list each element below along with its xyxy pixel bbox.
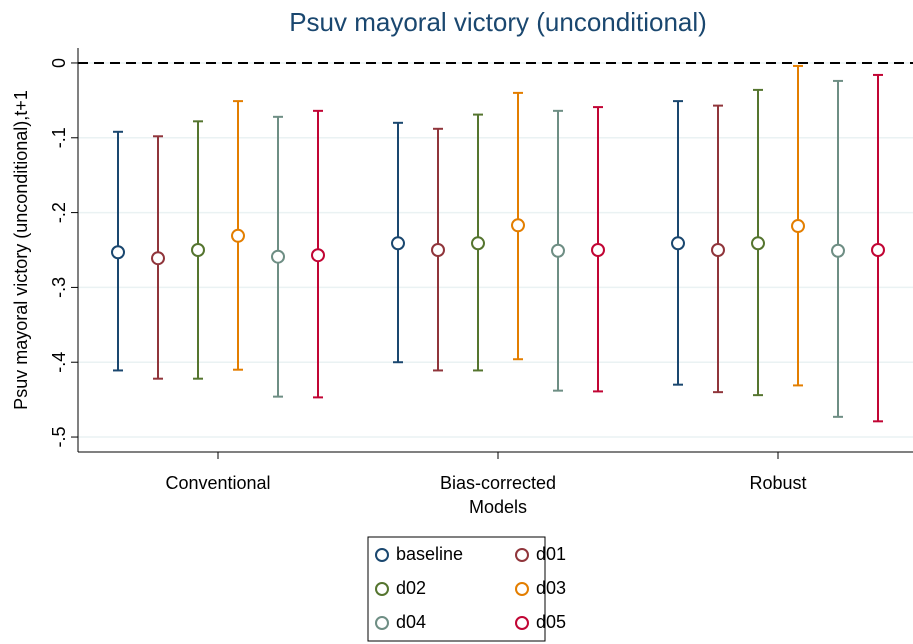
point-estimate	[671, 236, 685, 251]
legend-marker	[515, 616, 529, 630]
y-tick-label: -.4	[49, 352, 69, 373]
point-estimate	[111, 245, 125, 260]
x-tick-label: Conventional	[165, 473, 270, 493]
point-estimate	[231, 228, 245, 243]
chart-title: Psuv mayoral victory (unconditional)	[289, 7, 707, 37]
legend-marker	[375, 582, 389, 596]
point-estimate	[391, 236, 405, 251]
point-estimate	[191, 243, 205, 257]
legend-marker	[515, 548, 529, 562]
legend-marker	[375, 548, 389, 562]
y-axis-title: Psuv mayoral victory (unconditional),t+1	[11, 90, 31, 410]
point-estimate	[151, 251, 165, 266]
point-estimate	[551, 243, 565, 258]
legend-label: d05	[536, 612, 566, 632]
legend-label: baseline	[396, 544, 463, 564]
y-tick-label: 0	[49, 58, 69, 68]
legend-marker	[515, 582, 529, 596]
y-tick-label: -.2	[49, 202, 69, 223]
point-estimate	[591, 243, 605, 257]
point-estimate	[791, 219, 805, 234]
point-estimate	[831, 243, 845, 258]
point-estimate	[431, 243, 445, 257]
point-estimate	[311, 248, 325, 263]
y-tick-label: -.1	[49, 127, 69, 148]
x-tick-label: Robust	[749, 473, 806, 493]
x-tick-label: Bias-corrected	[440, 473, 556, 493]
legend-label: d02	[396, 578, 426, 598]
y-tick-label: -.5	[49, 427, 69, 448]
point-estimate	[711, 243, 725, 257]
legend-label: d03	[536, 578, 566, 598]
point-estimate	[511, 218, 525, 233]
legend-label: d01	[536, 544, 566, 564]
point-estimate	[871, 243, 885, 257]
point-estimate	[271, 249, 285, 264]
legend-marker	[375, 616, 389, 630]
point-estimate	[751, 236, 765, 251]
y-tick-label: -.3	[49, 277, 69, 298]
point-estimate	[471, 236, 485, 251]
legend-label: d04	[396, 612, 426, 632]
x-axis-title: Models	[469, 497, 527, 517]
